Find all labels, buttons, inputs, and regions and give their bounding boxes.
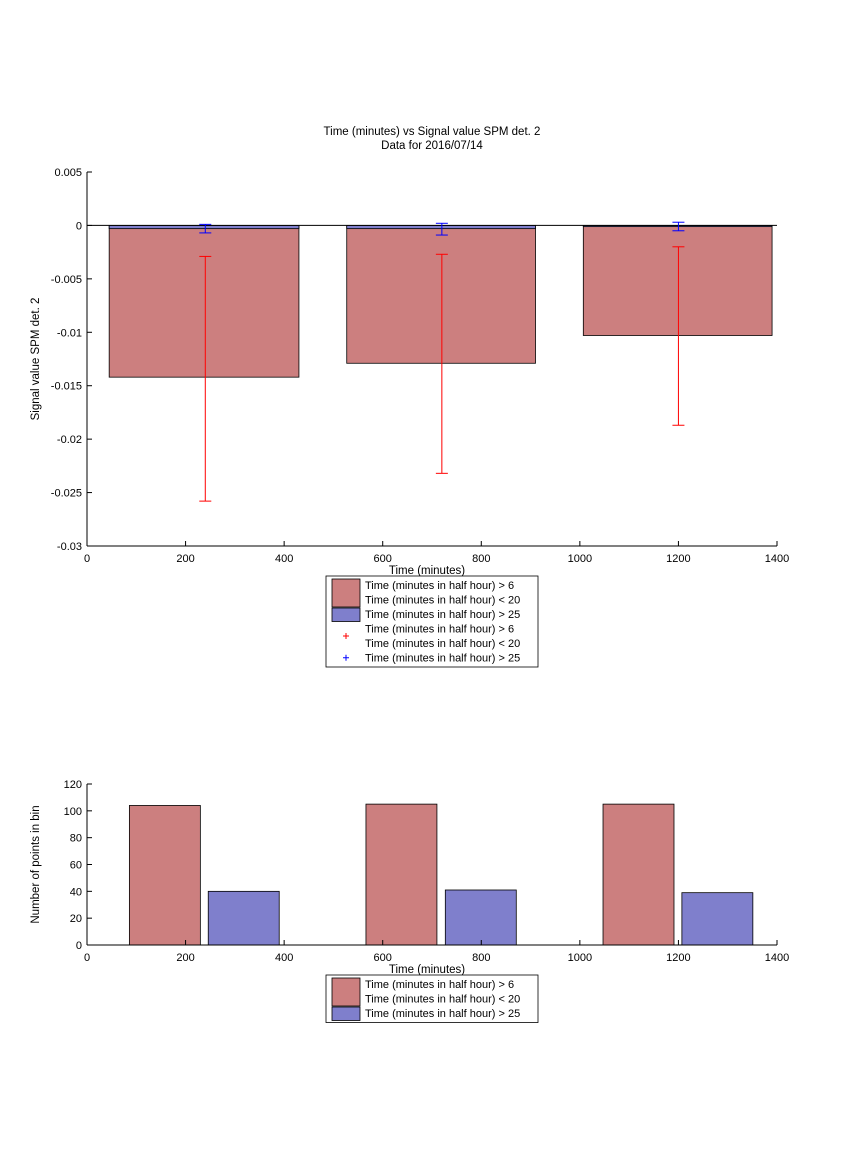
x-tick-label: 400 [275,553,293,565]
chart-subtitle: Data for 2016/07/14 [381,140,483,152]
legend-label: Time (minutes in half hour) > 6 [365,624,514,636]
bar-series0-2 [602,803,675,946]
y-tick-label: 0 [76,220,82,232]
x-tick-label: 1400 [765,952,789,964]
x-tick-label: 1400 [765,553,789,565]
y-tick-label: 80 [70,833,82,845]
y-tick-label: 120 [64,779,82,791]
legend-swatch-1 [331,1006,361,1021]
signal-bar-chart: Time (minutes) vs Signal value SPM det. … [30,126,789,668]
y-axis-title: Signal value SPM det. 2 [30,298,42,421]
bar-series0-1 [365,803,438,946]
x-tick-label: 600 [374,553,392,565]
bar-series1-1 [444,889,517,946]
y-tick-label: 0.005 [54,167,82,179]
legend-label: Time (minutes in half hour) > 25 [365,1008,520,1020]
x-axis-title: Time (minutes) [389,964,465,976]
legend-label: Time (minutes in half hour) > 6 [365,580,514,592]
legend-swatch-0 [331,977,361,1007]
legend-swatch-0 [331,578,361,608]
y-tick-label: 100 [64,806,82,818]
x-tick-label: 1000 [568,553,592,565]
x-tick-label: 600 [374,952,392,964]
chart-title: Time (minutes) vs Signal value SPM det. … [324,126,541,138]
x-tick-label: 800 [472,952,490,964]
bar-series0-1 [346,225,536,364]
x-tick-label: 1200 [666,952,690,964]
legend-label: Time (minutes in half hour) > 6 [365,979,514,991]
y-tick-label: 0 [76,940,82,952]
legend-box [325,575,539,668]
y-tick-label: -0.015 [51,381,82,393]
x-tick-label: 0 [84,553,90,565]
legend-box [325,974,539,1023]
x-axis-title: Time (minutes) [389,565,465,577]
legend-label: Time (minutes in half hour) > 25 [365,653,520,665]
y-axis-title: Number of points in bin [30,805,42,923]
y-tick-label: 40 [70,886,82,898]
y-tick-label: -0.005 [51,274,82,286]
legend-label: Time (minutes in half hour) > 25 [365,609,520,621]
legend-label: Time (minutes in half hour) < 20 [365,595,520,607]
x-tick-label: 200 [176,952,194,964]
y-tick-label: -0.025 [51,488,82,500]
bar-series0-0 [108,225,300,378]
bar-series0-0 [128,805,201,946]
count-bar-chart: 0 200 400 600 800 1000 1200 1400 0 20 40 60 80 100 120… [30,779,789,1023]
x-tick-label: 200 [176,553,194,565]
bar-series0-2 [582,225,773,336]
legend-swatch-1 [331,607,361,622]
x-tick-label: 1000 [568,952,592,964]
x-tick-label: 800 [472,553,490,565]
bar-series1-0 [207,890,280,946]
x-tick-label: 0 [84,952,90,964]
x-tick-label: 1200 [666,553,690,565]
bar-series1-2 [681,892,754,946]
legend-label: Time (minutes in half hour) < 20 [365,994,520,1006]
legend-label: Time (minutes in half hour) < 20 [365,638,520,650]
y-tick-label: -0.03 [57,541,82,553]
y-tick-label: 60 [70,860,82,872]
x-tick-label: 400 [275,952,293,964]
y-tick-label: -0.02 [57,434,82,446]
y-tick-label: -0.01 [57,327,82,339]
y-tick-label: 20 [70,913,82,925]
